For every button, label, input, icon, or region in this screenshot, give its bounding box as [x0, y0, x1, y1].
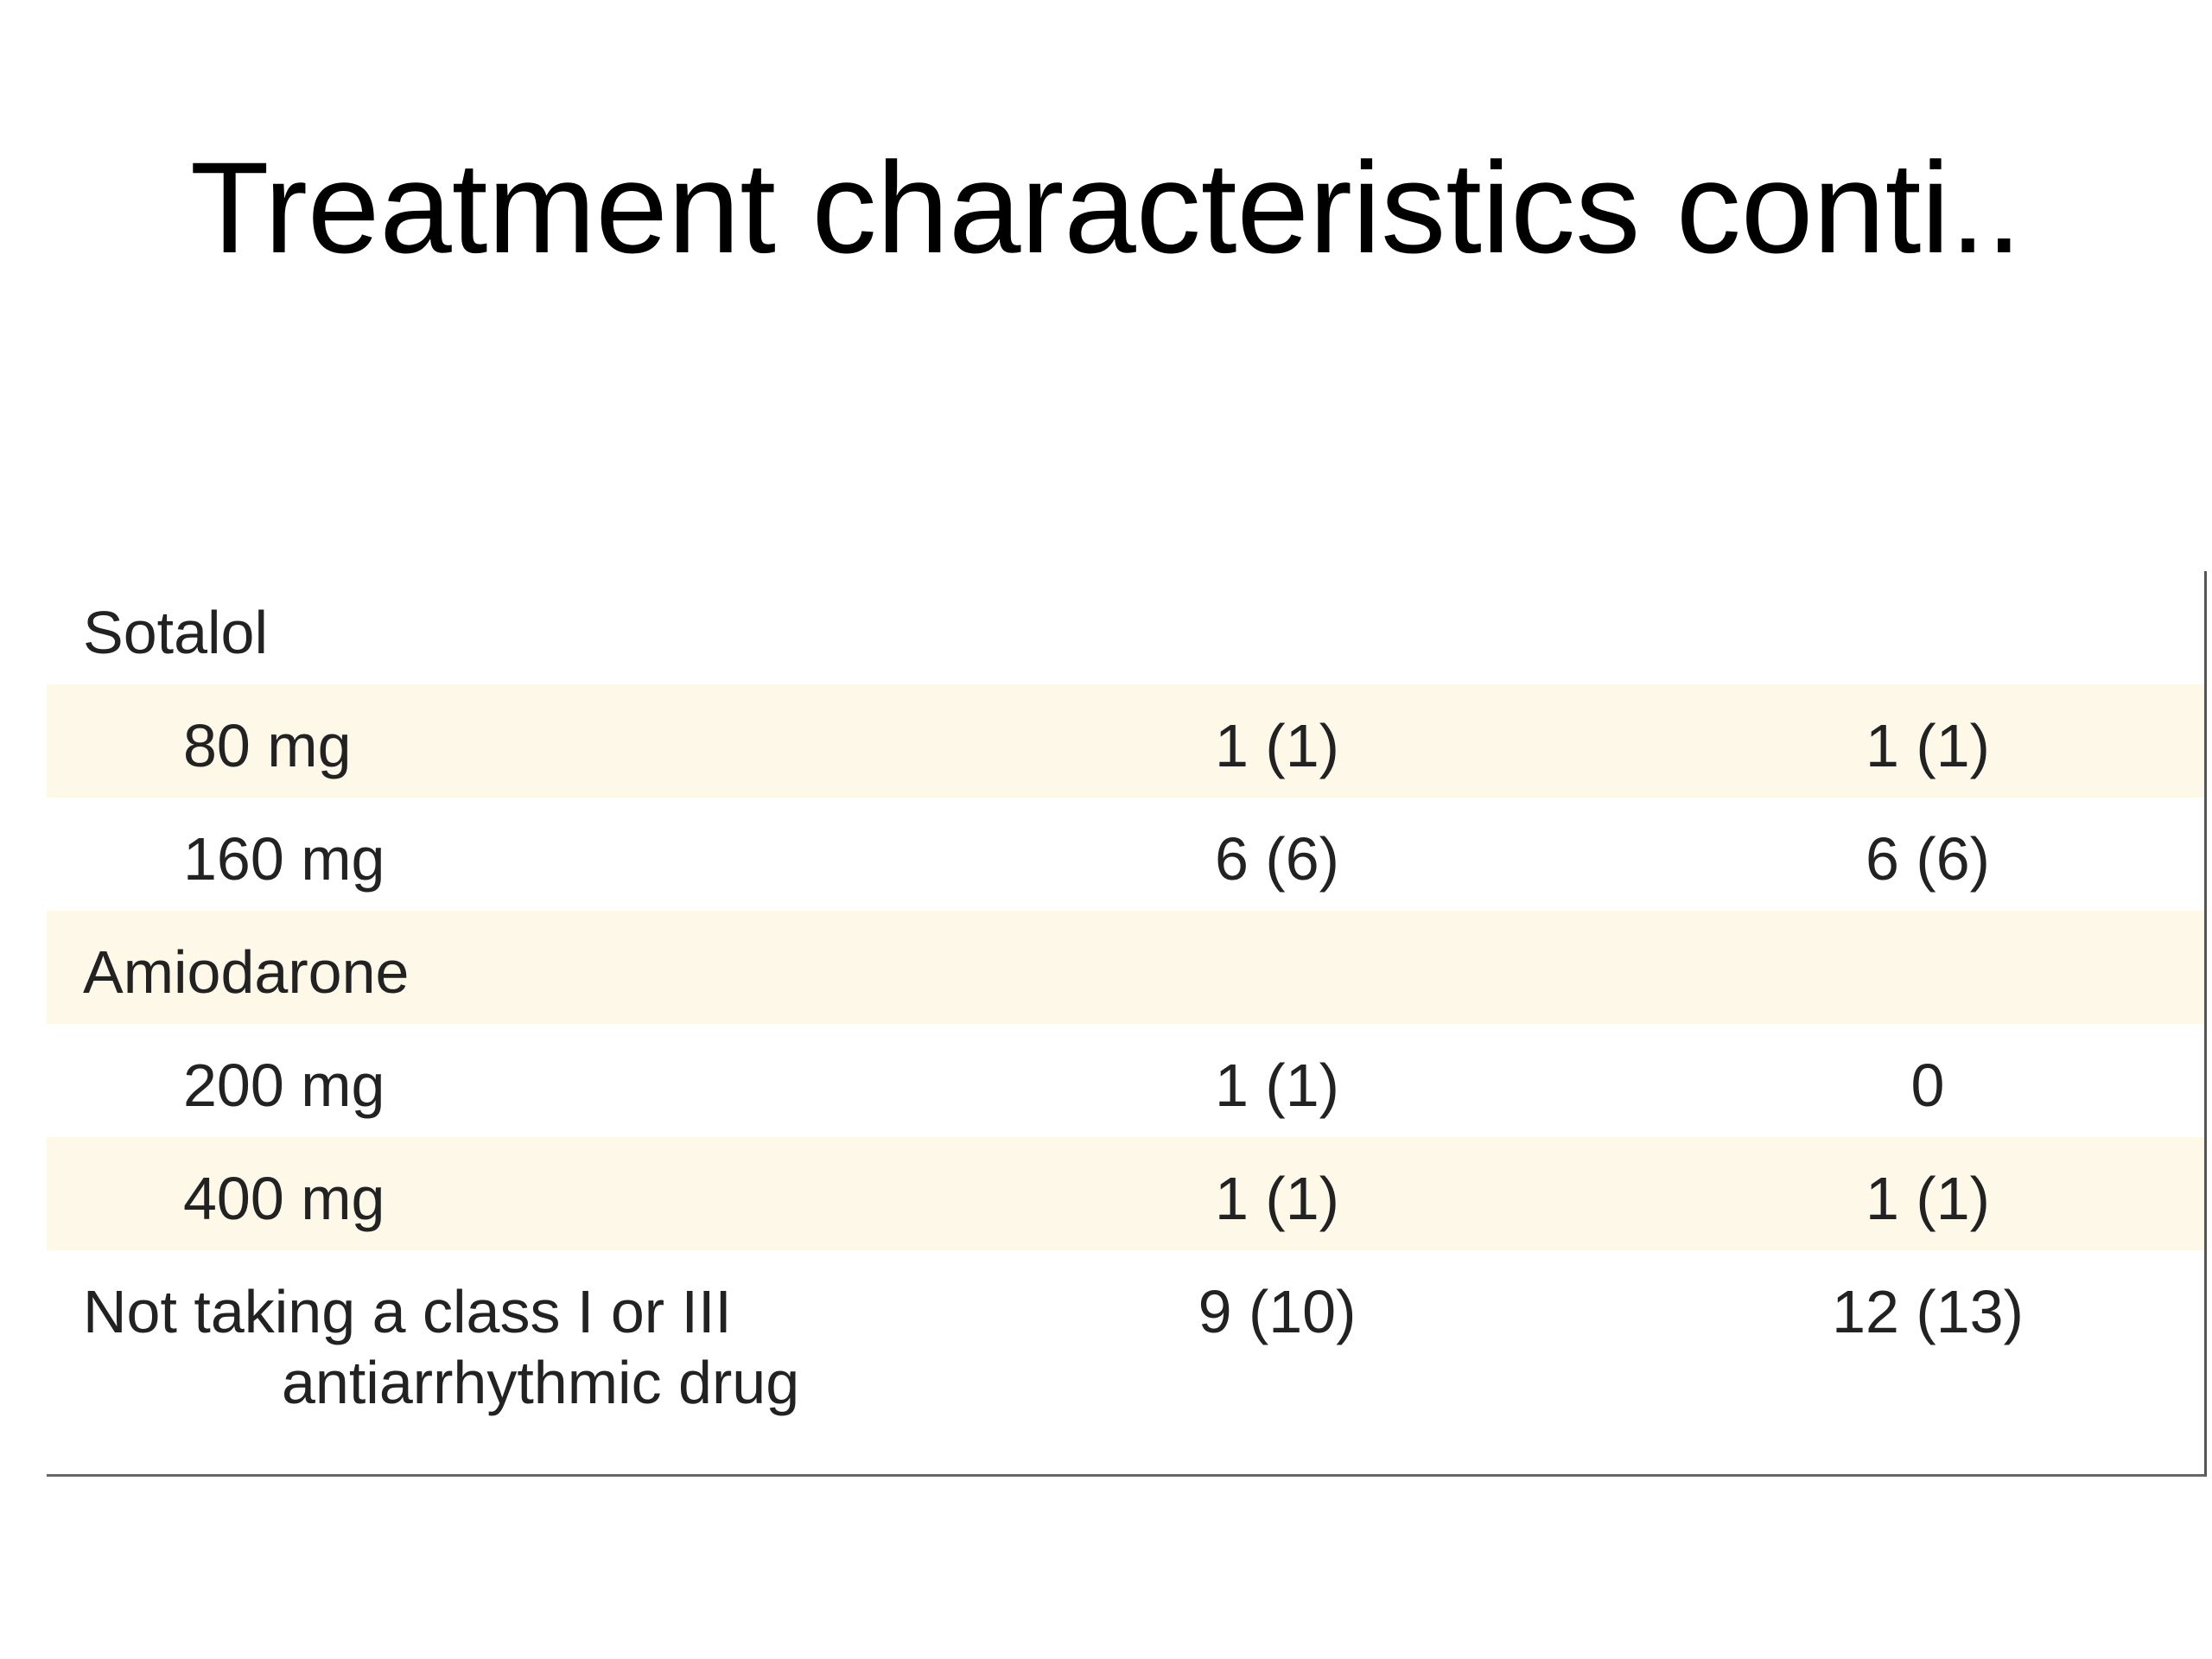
cell-value: 6 (6): [1755, 823, 2101, 894]
row-label: Not taking a class I or III: [83, 1278, 732, 1345]
cell-text: 1 (1): [1215, 1052, 1339, 1119]
cell-value: 1 (1): [1755, 1163, 2101, 1234]
table-row: Amiodarone: [47, 911, 2204, 1024]
cell-text: 1 (1): [1215, 1165, 1339, 1232]
cell-text: 9 (10): [1198, 1278, 1357, 1345]
cell-value: 1 (1): [1104, 710, 1450, 781]
cell-text: 1 (1): [1215, 712, 1339, 779]
row-label: 400 mg: [183, 1165, 385, 1232]
table-row: 80 mg 1 (1) 1 (1): [47, 684, 2204, 798]
table-row: 400 mg 1 (1) 1 (1): [47, 1137, 2204, 1250]
table-row: 200 mg 1 (1) 0: [47, 1024, 2204, 1137]
cell-value: 1 (1): [1755, 710, 2101, 781]
slide-title: Treatment characteristics conti..: [189, 135, 2023, 280]
cell-text: 12 (13): [1832, 1278, 2024, 1345]
cell-text: 0: [1910, 1052, 1945, 1119]
cell-value: 1 (1): [1104, 1163, 1450, 1234]
cell-text: 6 (6): [1215, 825, 1339, 893]
row-label: 80 mg: [183, 712, 352, 779]
table-row: Not taking a class I or III antiarrhythmi…: [47, 1250, 2204, 1476]
cell-value: 6 (6): [1104, 823, 1450, 894]
group-label: Sotalol: [83, 599, 269, 666]
cell-value: 12 (13): [1755, 1276, 2101, 1347]
table: Sotalol 80 mg 1 (1) 1 (1) 160 mg 6 (6) 6 (6) Am…: [47, 571, 2207, 1477]
cell-value: 9 (10): [1104, 1276, 1450, 1347]
row-label: 160 mg: [183, 825, 385, 893]
cell-text: 1 (1): [1866, 712, 1990, 779]
cell-text: 6 (6): [1866, 825, 1990, 893]
table-row: 160 mg 6 (6) 6 (6): [47, 798, 2204, 911]
cell-value: 0: [1755, 1050, 2101, 1121]
row-label: antiarrhythmic drug: [282, 1349, 800, 1416]
group-label: Amiodarone: [83, 938, 410, 1006]
cell-value: 1 (1): [1104, 1050, 1450, 1121]
table-row: Sotalol: [47, 571, 2204, 684]
cell-text: 1 (1): [1866, 1165, 1990, 1232]
row-label: 200 mg: [183, 1052, 385, 1119]
